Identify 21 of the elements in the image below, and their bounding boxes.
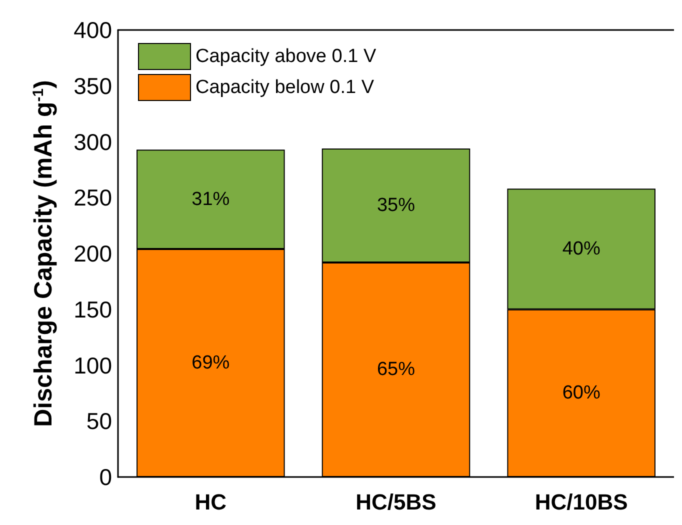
annotation: 60%	[562, 382, 600, 404]
y-tick-label: 200	[74, 240, 112, 266]
x-tick-label: HC/10BS	[534, 490, 628, 514]
x-tick-label: HC	[194, 490, 227, 514]
annotation: 69%	[192, 352, 230, 374]
annotation: 40%	[562, 238, 600, 260]
y-tick-label: 0	[99, 464, 112, 490]
y-tick-label: 300	[74, 128, 112, 155]
annotation: 31%	[192, 188, 230, 210]
annotation: 35%	[376, 194, 416, 216]
y-tick-label: 400	[74, 17, 112, 43]
y-tick-label: 250	[74, 184, 112, 211]
legend-label: Capacity below 0.1 V	[196, 77, 374, 98]
x-tick-label: HC/5BS	[356, 490, 436, 514]
y-tick-label: 50	[86, 408, 112, 434]
y-tick-label: 150	[74, 296, 112, 322]
annotation: 65%	[376, 359, 416, 380]
legend-label: Capacity above 0.1 V	[196, 46, 376, 67]
y-tick-label: 100	[74, 352, 112, 378]
y-tick-label: 350	[74, 72, 112, 99]
y-axis-title: Discharge Capacity (mAh g-1)	[30, 80, 58, 427]
